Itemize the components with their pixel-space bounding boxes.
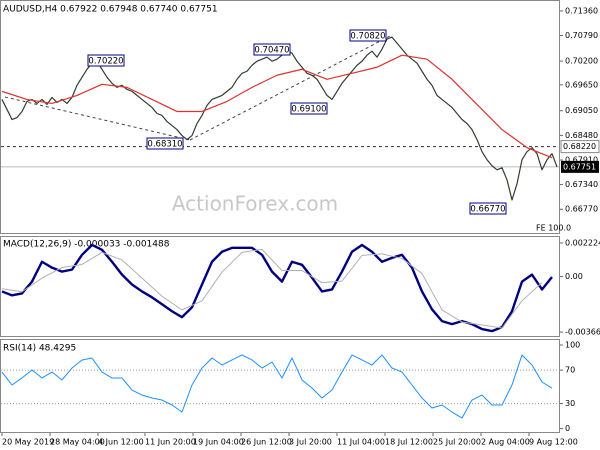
series-line [1,54,553,159]
x-tick-label: 20 May 2019 [2,438,54,447]
macd-panel [0,236,560,337]
annotation: 0.69100 [291,105,326,115]
y-tick-label: 0.70790 [565,31,598,40]
annotation: 0.70820 [350,32,385,42]
x-tick-label: 18 Jul 12:00 [385,438,433,447]
x-tick-label: 3 Jul 20:00 [289,438,332,447]
annotation: 0.68310 [147,140,182,150]
x-tick-label: 26 Jun 12:00 [241,438,292,447]
x-tick-label: 11 Jul 04:00 [337,438,385,447]
annotation-box [469,202,507,215]
annotation: 0.70220 [88,57,123,67]
x-tick-label: 11 Jun 20:00 [145,438,196,447]
rsi-panel [0,339,560,433]
rsi-title: RSI(14) 48.4295 [3,344,76,354]
x-tick-label: 2 Aug 04:00 [481,438,530,447]
y-tick-label: 0.67910 [565,155,598,164]
y-tick-label: 0.002224 [565,238,600,247]
y-tick-label: 0.68480 [565,131,598,140]
series-line [1,243,553,333]
x-tick-label: 4 Jun 12:00 [98,438,144,447]
fe-note: FE 100.0 [536,224,571,233]
series-line [1,354,553,419]
y-tick-label: 0.66770 [565,205,598,214]
trend-line [189,35,391,141]
annotation: 0.66770 [470,205,505,215]
annotation-box [349,29,387,42]
price-label: 0.67751 [563,162,596,171]
price-title: AUDUSD,H4 0.67922 0.67948 0.67740 0.6775… [3,5,218,15]
trend-line [4,96,191,141]
y-tick-label: 30 [565,399,575,408]
y-tick-label: 0 [565,424,570,433]
price-label-box [561,160,599,173]
macd-title: MACD(12,26,9) -0.000033 -0.001488 [3,240,170,250]
y-tick-label: 0.67340 [565,180,598,189]
annotation-box [146,137,184,150]
y-tick-label: 0.00 [565,272,583,281]
y-tick-label: 100 [565,341,580,350]
annotation-box [290,102,328,115]
y-tick-label: 0.69050 [565,106,598,115]
price-label-box [560,140,600,154]
price-panel [0,0,560,234]
annotation: 0.70470 [254,46,289,56]
y-tick-label: 70 [565,366,575,375]
y-tick-label: 0.71360 [565,6,598,15]
annotation-box [87,54,125,67]
price-label: 0.68220 [563,142,596,151]
watermark: ActionForex.com [172,192,338,216]
y-tick-label: -0.003667 [565,328,600,337]
x-tick-label: 19 Jun 04:00 [193,438,244,447]
y-tick-label: 0.69650 [565,80,598,89]
x-tick-label: 9 Aug 12:00 [529,438,578,447]
y-tick-label: 0.70200 [565,57,598,66]
x-tick-label: 25 Jul 20:00 [433,438,481,447]
annotation-box [253,43,291,56]
series-line [1,248,543,329]
x-tick-label: 28 May 04:00 [50,438,105,447]
